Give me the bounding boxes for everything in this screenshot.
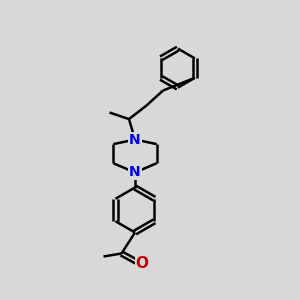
Text: N: N xyxy=(129,166,141,179)
Text: N: N xyxy=(129,133,141,146)
Text: O: O xyxy=(135,256,148,272)
